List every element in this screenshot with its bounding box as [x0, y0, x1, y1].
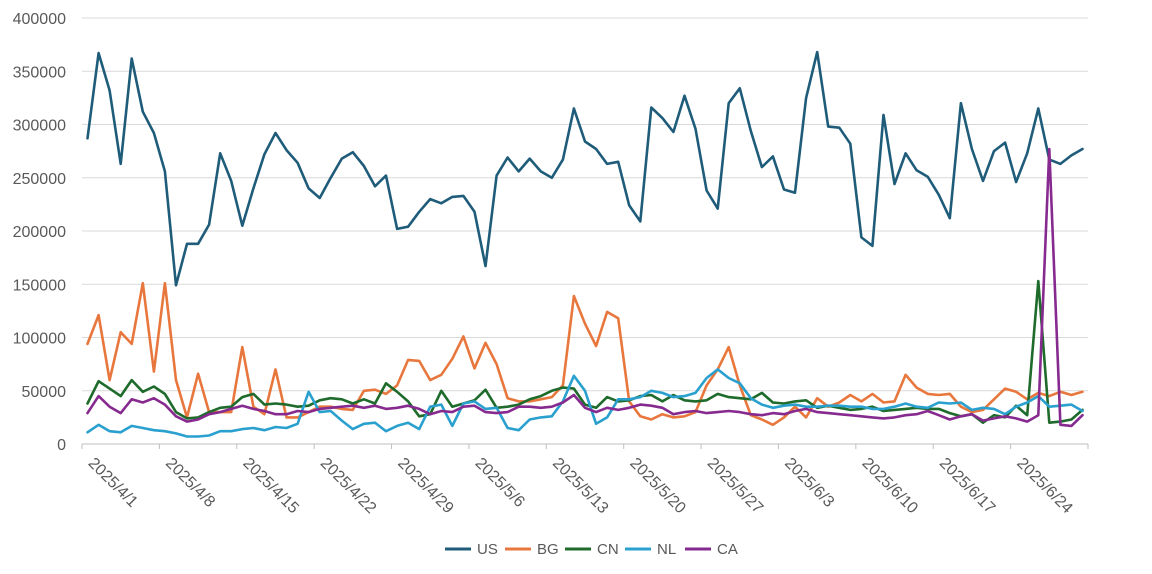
y-tick-label: 50000: [22, 384, 67, 401]
legend-label: US: [477, 541, 498, 558]
x-tick-label: 2025/4/8: [162, 455, 218, 511]
axes: [81, 443, 1089, 449]
series-line-us: [86, 50, 1084, 287]
y-tick-label: 300000: [13, 118, 66, 135]
gridlines: [82, 17, 1088, 392]
y-tick-label: 350000: [13, 64, 66, 81]
series-lines: [86, 50, 1084, 438]
legend-item-ca: CA: [685, 541, 738, 558]
y-tick-label: 150000: [13, 277, 66, 294]
series-line-bg: [86, 281, 1084, 427]
y-tick-label: 0: [57, 437, 66, 454]
x-tick-label: 2025/6/17: [936, 455, 998, 517]
y-axis-tick-labels: 0 50000 100000 150000 200000 250000 300000 3500…: [13, 11, 66, 454]
x-tick-label: 2025/4/1: [85, 455, 141, 511]
legend-item-bg: BG: [505, 541, 559, 558]
x-axis-tick-labels: 2025/4/1 2025/4/8 2025/4/15 2025/4/22 2025/4…: [85, 455, 1076, 517]
x-tick-label: 2025/4/29: [394, 455, 456, 517]
series-line-cn: [86, 279, 1084, 425]
x-tick-label: 2025/5/20: [626, 455, 688, 517]
x-tick-label: 2025/6/3: [781, 455, 837, 511]
x-tick-label: 2025/5/27: [704, 455, 766, 517]
x-tick-label: 2025/6/10: [859, 455, 921, 517]
x-tick-label: 2025/6/24: [1013, 455, 1075, 517]
series-line-nl: [86, 368, 1084, 438]
y-tick-label: 200000: [13, 224, 66, 241]
x-tick-label: 2025/4/15: [239, 455, 301, 517]
legend: US BG CN NL CA: [445, 541, 738, 558]
y-tick-label: 250000: [13, 171, 66, 188]
legend-item-us: US: [445, 541, 498, 558]
y-tick-label: 400000: [13, 11, 66, 28]
x-tick-label: 2025/5/13: [549, 455, 611, 517]
legend-label: CN: [597, 541, 619, 558]
series-line-ca: [86, 147, 1084, 428]
legend-item-cn: CN: [565, 541, 619, 558]
x-tick-label: 2025/4/22: [317, 455, 379, 517]
legend-item-nl: NL: [625, 541, 676, 558]
legend-label: BG: [537, 541, 559, 558]
legend-label: CA: [717, 541, 738, 558]
legend-label: NL: [657, 541, 676, 558]
y-tick-label: 100000: [13, 331, 66, 348]
x-tick-label: 2025/5/6: [472, 455, 528, 511]
